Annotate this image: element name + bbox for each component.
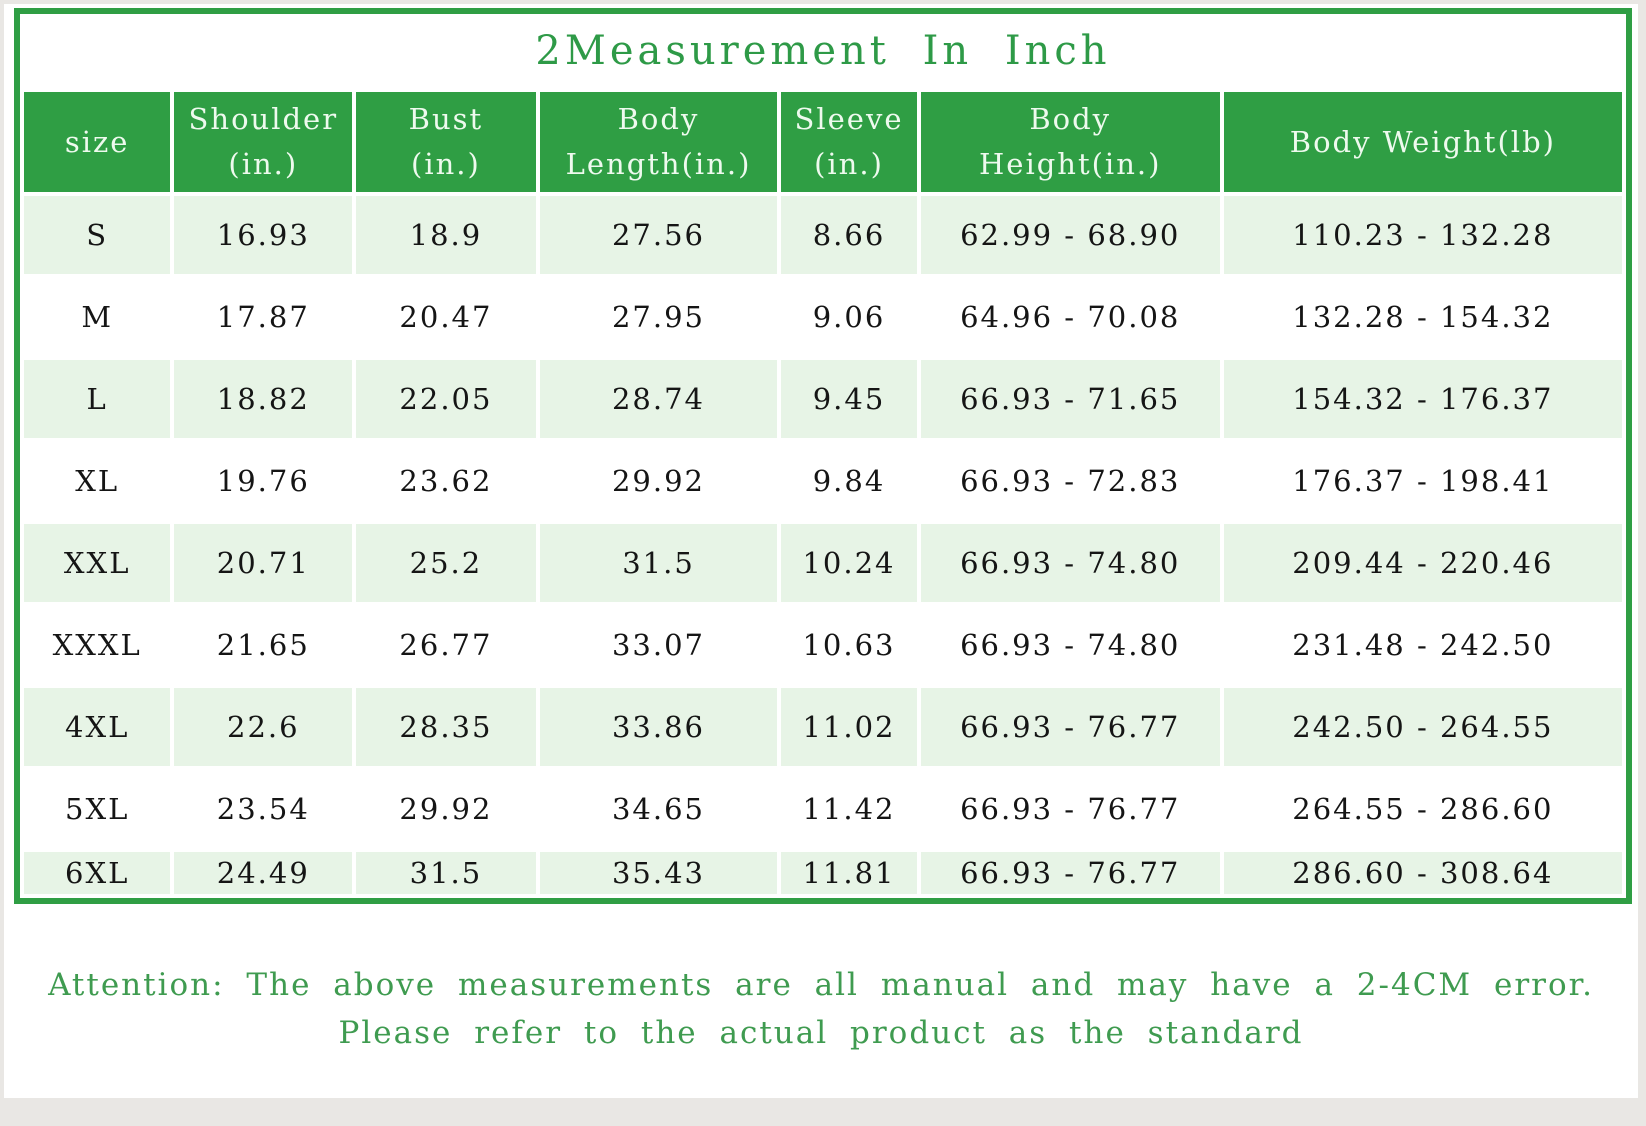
header-row: size Shoulder (in.) Bust (in.) Body Length(…: [24, 92, 1622, 192]
table-cell: 154.32 - 176.37: [1223, 360, 1622, 438]
table-cell: 16.93: [174, 196, 353, 274]
table-cell: 9.06: [781, 278, 917, 356]
table-cell: 264.55 - 286.60: [1223, 770, 1622, 848]
size-chart-table: size Shoulder (in.) Bust (in.) Body Length(…: [20, 88, 1626, 898]
table-row: S 16.93 18.9 27.56 8.66 62.99 - 68.90 110.23 -…: [24, 196, 1622, 274]
table-cell: 20.71: [174, 524, 353, 602]
column-header: Body Weight(lb): [1223, 92, 1622, 192]
table-cell: 22.6: [174, 688, 353, 766]
table-header: size Shoulder (in.) Bust (in.) Body Length(…: [24, 92, 1622, 192]
table-row: XL 19.76 23.62 29.92 9.84 66.93 - 72.83 176.37…: [24, 442, 1622, 520]
table-cell: 11.81: [781, 852, 917, 894]
table-cell: 29.92: [356, 770, 536, 848]
table-row: 6XL 24.49 31.5 35.43 11.81 66.93 - 76.77 286.6…: [24, 852, 1622, 894]
table-cell: 110.23 - 132.28: [1223, 196, 1622, 274]
table-cell: 9.84: [781, 442, 917, 520]
table-row: 5XL 23.54 29.92 34.65 11.42 66.93 - 76.77 264.…: [24, 770, 1622, 848]
table-row: M 17.87 20.47 27.95 9.06 64.96 - 70.08 132.28 …: [24, 278, 1622, 356]
table-row: XXXL 21.65 26.77 33.07 10.63 66.93 - 74.80 231…: [24, 606, 1622, 684]
attention-line-1: Attention: The above measurements are al…: [48, 967, 1594, 1003]
column-header: Bust (in.): [356, 92, 536, 192]
table-cell: 29.92: [539, 442, 778, 520]
size-cell: L: [24, 360, 171, 438]
attention-line-2: Please refer to the actual product as th…: [338, 1015, 1304, 1051]
size-cell: 5XL: [24, 770, 171, 848]
table-cell: 20.47: [356, 278, 536, 356]
column-header: Sleeve (in.): [781, 92, 917, 192]
table-cell: 66.93 - 74.80: [920, 524, 1220, 602]
table-row: L 18.82 22.05 28.74 9.45 66.93 - 71.65 154.32 …: [24, 360, 1622, 438]
table-cell: 66.93 - 76.77: [920, 770, 1220, 848]
table-cell: 17.87: [174, 278, 353, 356]
column-header: Shoulder (in.): [174, 92, 353, 192]
table-body: S 16.93 18.9 27.56 8.66 62.99 - 68.90 110.23 -…: [24, 196, 1622, 894]
table-cell: 27.95: [539, 278, 778, 356]
table-cell: 10.24: [781, 524, 917, 602]
table-cell: 62.99 - 68.90: [920, 196, 1220, 274]
chart-frame: 2Measurement In Inch size Shoulder (in.) B…: [14, 8, 1632, 904]
table-cell: 231.48 - 242.50: [1223, 606, 1622, 684]
column-header: Body Height(in.): [920, 92, 1220, 192]
table-cell: 209.44 - 220.46: [1223, 524, 1622, 602]
table-cell: 33.07: [539, 606, 778, 684]
table-cell: 21.65: [174, 606, 353, 684]
table-cell: 18.9: [356, 196, 536, 274]
table-cell: 23.62: [356, 442, 536, 520]
table-cell: 11.42: [781, 770, 917, 848]
table-cell: 27.56: [539, 196, 778, 274]
table-cell: 176.37 - 198.41: [1223, 442, 1622, 520]
column-header: size: [24, 92, 171, 192]
table-cell: 19.76: [174, 442, 353, 520]
table-cell: 23.54: [174, 770, 353, 848]
table-cell: 28.35: [356, 688, 536, 766]
table-cell: 11.02: [781, 688, 917, 766]
table-row: 4XL 22.6 28.35 33.86 11.02 66.93 - 76.77 242.5…: [24, 688, 1622, 766]
table-cell: 66.93 - 76.77: [920, 852, 1220, 894]
table-cell: 286.60 - 308.64: [1223, 852, 1622, 894]
size-cell: XL: [24, 442, 171, 520]
table-cell: 132.28 - 154.32: [1223, 278, 1622, 356]
column-header: Body Length(in.): [539, 92, 778, 192]
table-cell: 22.05: [356, 360, 536, 438]
table-cell: 25.2: [356, 524, 536, 602]
table-cell: 66.93 - 74.80: [920, 606, 1220, 684]
table-cell: 242.50 - 264.55: [1223, 688, 1622, 766]
table-cell: 31.5: [539, 524, 778, 602]
table-cell: 10.63: [781, 606, 917, 684]
table-cell: 66.93 - 72.83: [920, 442, 1220, 520]
table-cell: 9.45: [781, 360, 917, 438]
table-cell: 34.65: [539, 770, 778, 848]
chart-title: 2Measurement In Inch: [20, 14, 1626, 88]
table-cell: 33.86: [539, 688, 778, 766]
table-cell: 31.5: [356, 852, 536, 894]
table-cell: 66.93 - 71.65: [920, 360, 1220, 438]
table-cell: 26.77: [356, 606, 536, 684]
table-cell: 28.74: [539, 360, 778, 438]
attention-note: Attention: The above measurements are al…: [4, 960, 1638, 1056]
table-cell: 24.49: [174, 852, 353, 894]
table-row: XXL 20.71 25.2 31.5 10.24 66.93 - 74.80 209.44…: [24, 524, 1622, 602]
size-cell: 6XL: [24, 852, 171, 894]
size-cell: XXXL: [24, 606, 171, 684]
table-cell: 8.66: [781, 196, 917, 274]
size-cell: S: [24, 196, 171, 274]
table-cell: 64.96 - 70.08: [920, 278, 1220, 356]
table-cell: 35.43: [539, 852, 778, 894]
table-cell: 18.82: [174, 360, 353, 438]
table-cell: 66.93 - 76.77: [920, 688, 1220, 766]
size-cell: 4XL: [24, 688, 171, 766]
size-cell: XXL: [24, 524, 171, 602]
size-cell: M: [24, 278, 171, 356]
size-chart-card: 2Measurement In Inch size Shoulder (in.) B…: [4, 4, 1638, 1098]
